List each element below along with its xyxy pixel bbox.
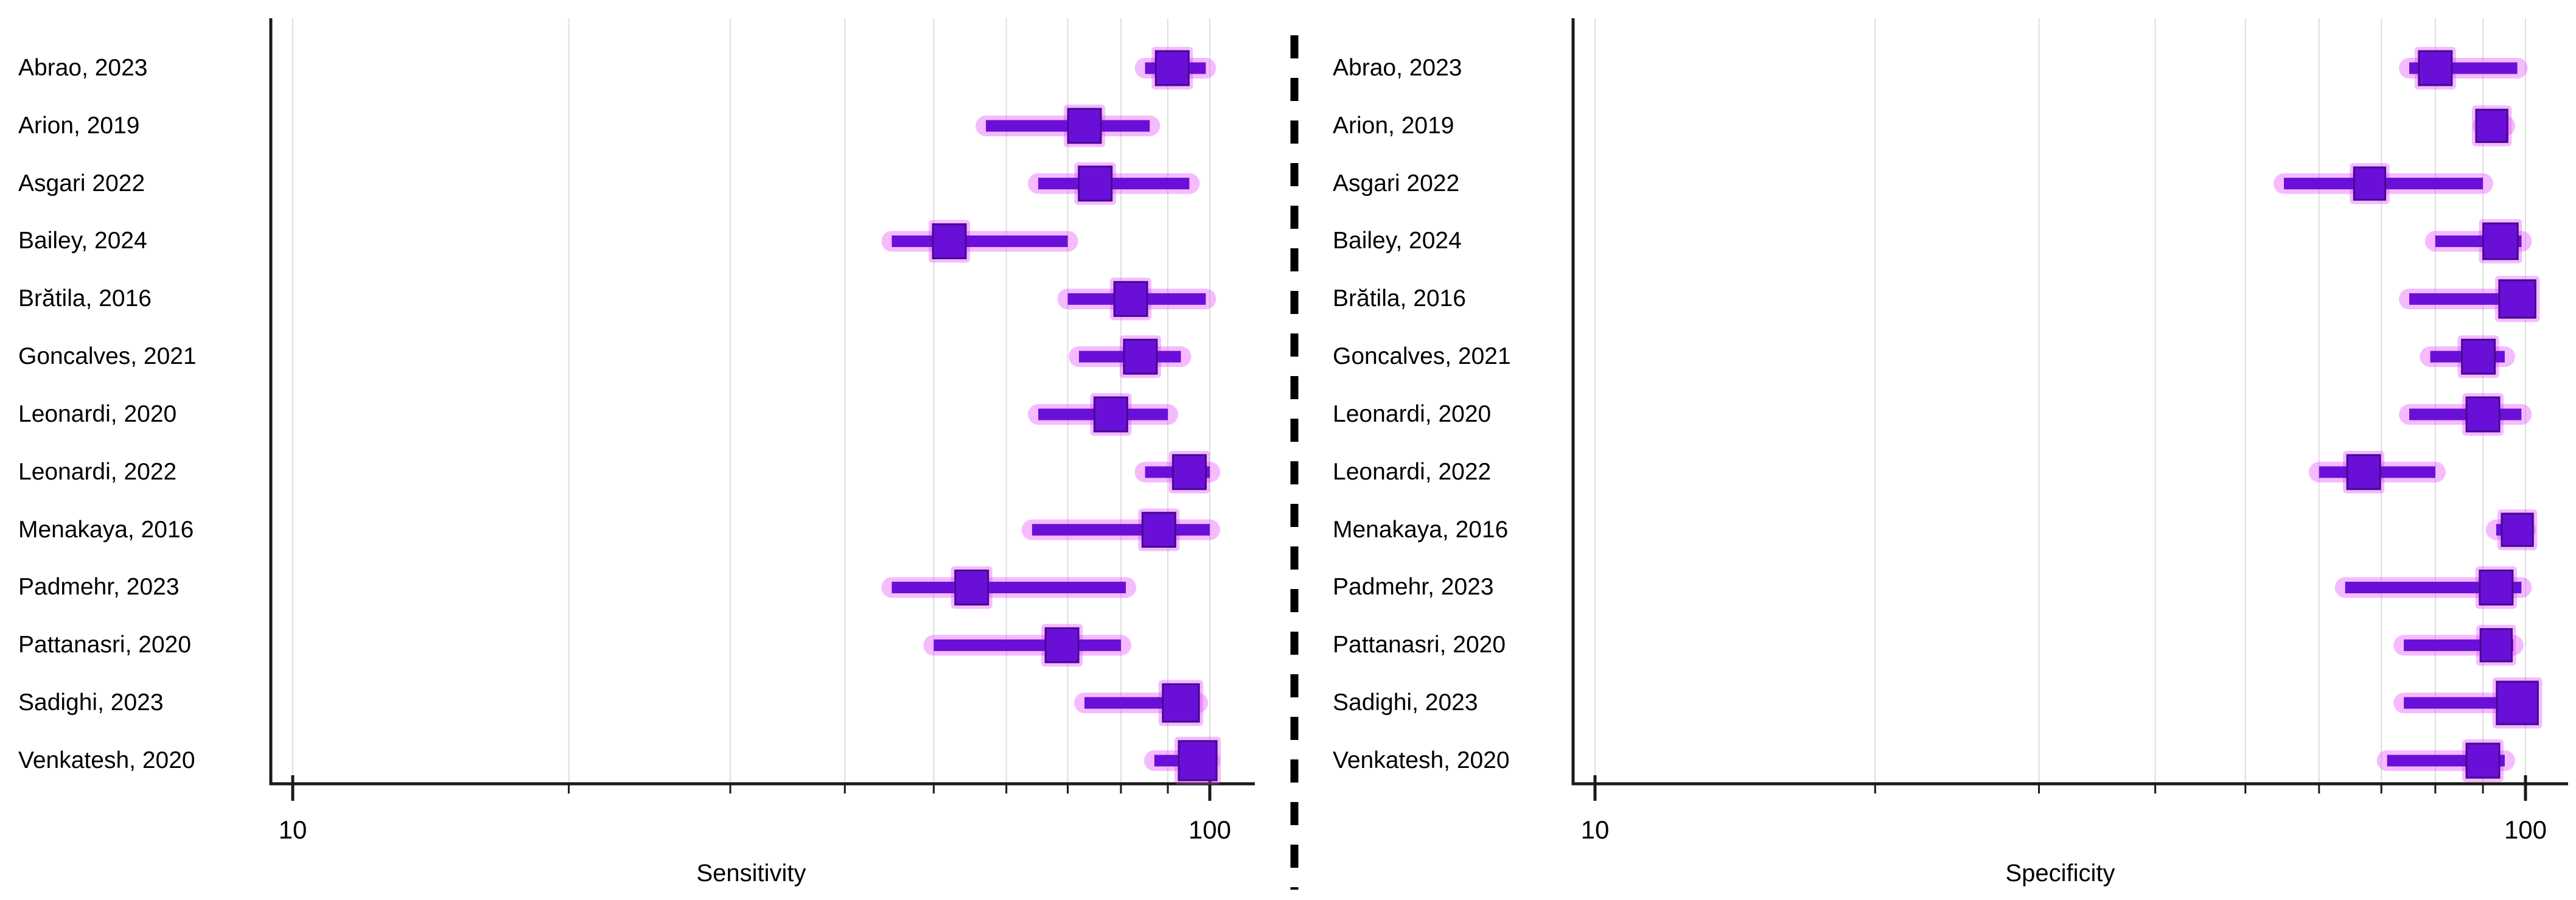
study-label: Sadighi, 2023 (1333, 689, 1478, 716)
point-estimate-marker (932, 223, 967, 259)
study-label: Padmehr, 2023 (18, 574, 180, 601)
point-estimate-marker (2346, 454, 2381, 490)
study-label: Venkatesh, 2020 (1333, 747, 1510, 773)
x-axis-tick-label: 10 (1581, 815, 1610, 844)
point-estimate-marker (2479, 569, 2514, 605)
point-estimate-marker (2498, 279, 2536, 319)
study-label: Brătila, 2016 (18, 285, 152, 312)
x-axis-tick-label: 100 (2504, 815, 2547, 844)
x-axis-title: Sensitivity (696, 860, 806, 887)
study-label: Goncalves, 2021 (1333, 343, 1511, 370)
study-label: Leonardi, 2022 (1333, 458, 1492, 485)
study-label: Abrao, 2023 (1333, 55, 1462, 81)
point-estimate-marker (1067, 108, 1102, 144)
study-label: Pattanasri, 2020 (1333, 632, 1506, 658)
study-label: Goncalves, 2021 (18, 343, 197, 370)
point-estimate-marker (2461, 338, 2496, 375)
point-estimate-marker (1044, 627, 1080, 663)
study-label: Menakaya, 2016 (1333, 516, 1509, 543)
point-estimate-marker (1123, 338, 1158, 375)
study-label: Leonardi, 2020 (18, 400, 177, 427)
study-label: Arion, 2019 (18, 112, 140, 139)
study-label: Padmehr, 2023 (1333, 574, 1494, 601)
x-axis-title: Specificity (2005, 860, 2115, 887)
point-estimate-marker (2482, 222, 2519, 260)
study-label: Asgari 2022 (1333, 170, 1460, 197)
point-estimate-marker (1171, 454, 1207, 490)
x-axis-tick-label: 10 (279, 815, 307, 844)
point-estimate-marker (2465, 396, 2501, 433)
point-estimate-marker (2496, 680, 2539, 725)
point-estimate-marker (1141, 512, 1176, 548)
point-estimate-marker (2475, 108, 2508, 143)
point-estimate-marker (1078, 166, 1113, 202)
point-estimate-marker (954, 569, 990, 605)
point-estimate-marker (1093, 396, 1128, 433)
point-estimate-marker (1178, 740, 1218, 781)
point-estimate-marker (1113, 281, 1148, 317)
point-estimate-marker (1162, 683, 1200, 723)
study-label: Asgari 2022 (18, 170, 145, 197)
study-label: Bailey, 2024 (1333, 228, 1462, 254)
study-label: Arion, 2019 (1333, 112, 1454, 139)
study-label: Bailey, 2024 (18, 228, 147, 254)
study-label: Leonardi, 2020 (1333, 400, 1492, 427)
study-label: Venkatesh, 2020 (18, 747, 195, 773)
study-label: Brătila, 2016 (1333, 285, 1466, 312)
point-estimate-marker (2479, 628, 2513, 663)
point-estimate-marker (2465, 742, 2501, 779)
study-label: Menakaya, 2016 (18, 516, 194, 543)
study-label: Sadighi, 2023 (18, 689, 164, 716)
point-estimate-marker (2418, 50, 2453, 86)
point-estimate-marker (2353, 166, 2387, 201)
x-axis-tick-label: 100 (1189, 815, 1231, 844)
study-label: Abrao, 2023 (18, 55, 148, 81)
point-estimate-marker (1154, 50, 1190, 86)
study-label: Leonardi, 2022 (18, 458, 177, 485)
study-label: Pattanasri, 2020 (18, 632, 192, 658)
point-estimate-marker (2501, 512, 2534, 547)
